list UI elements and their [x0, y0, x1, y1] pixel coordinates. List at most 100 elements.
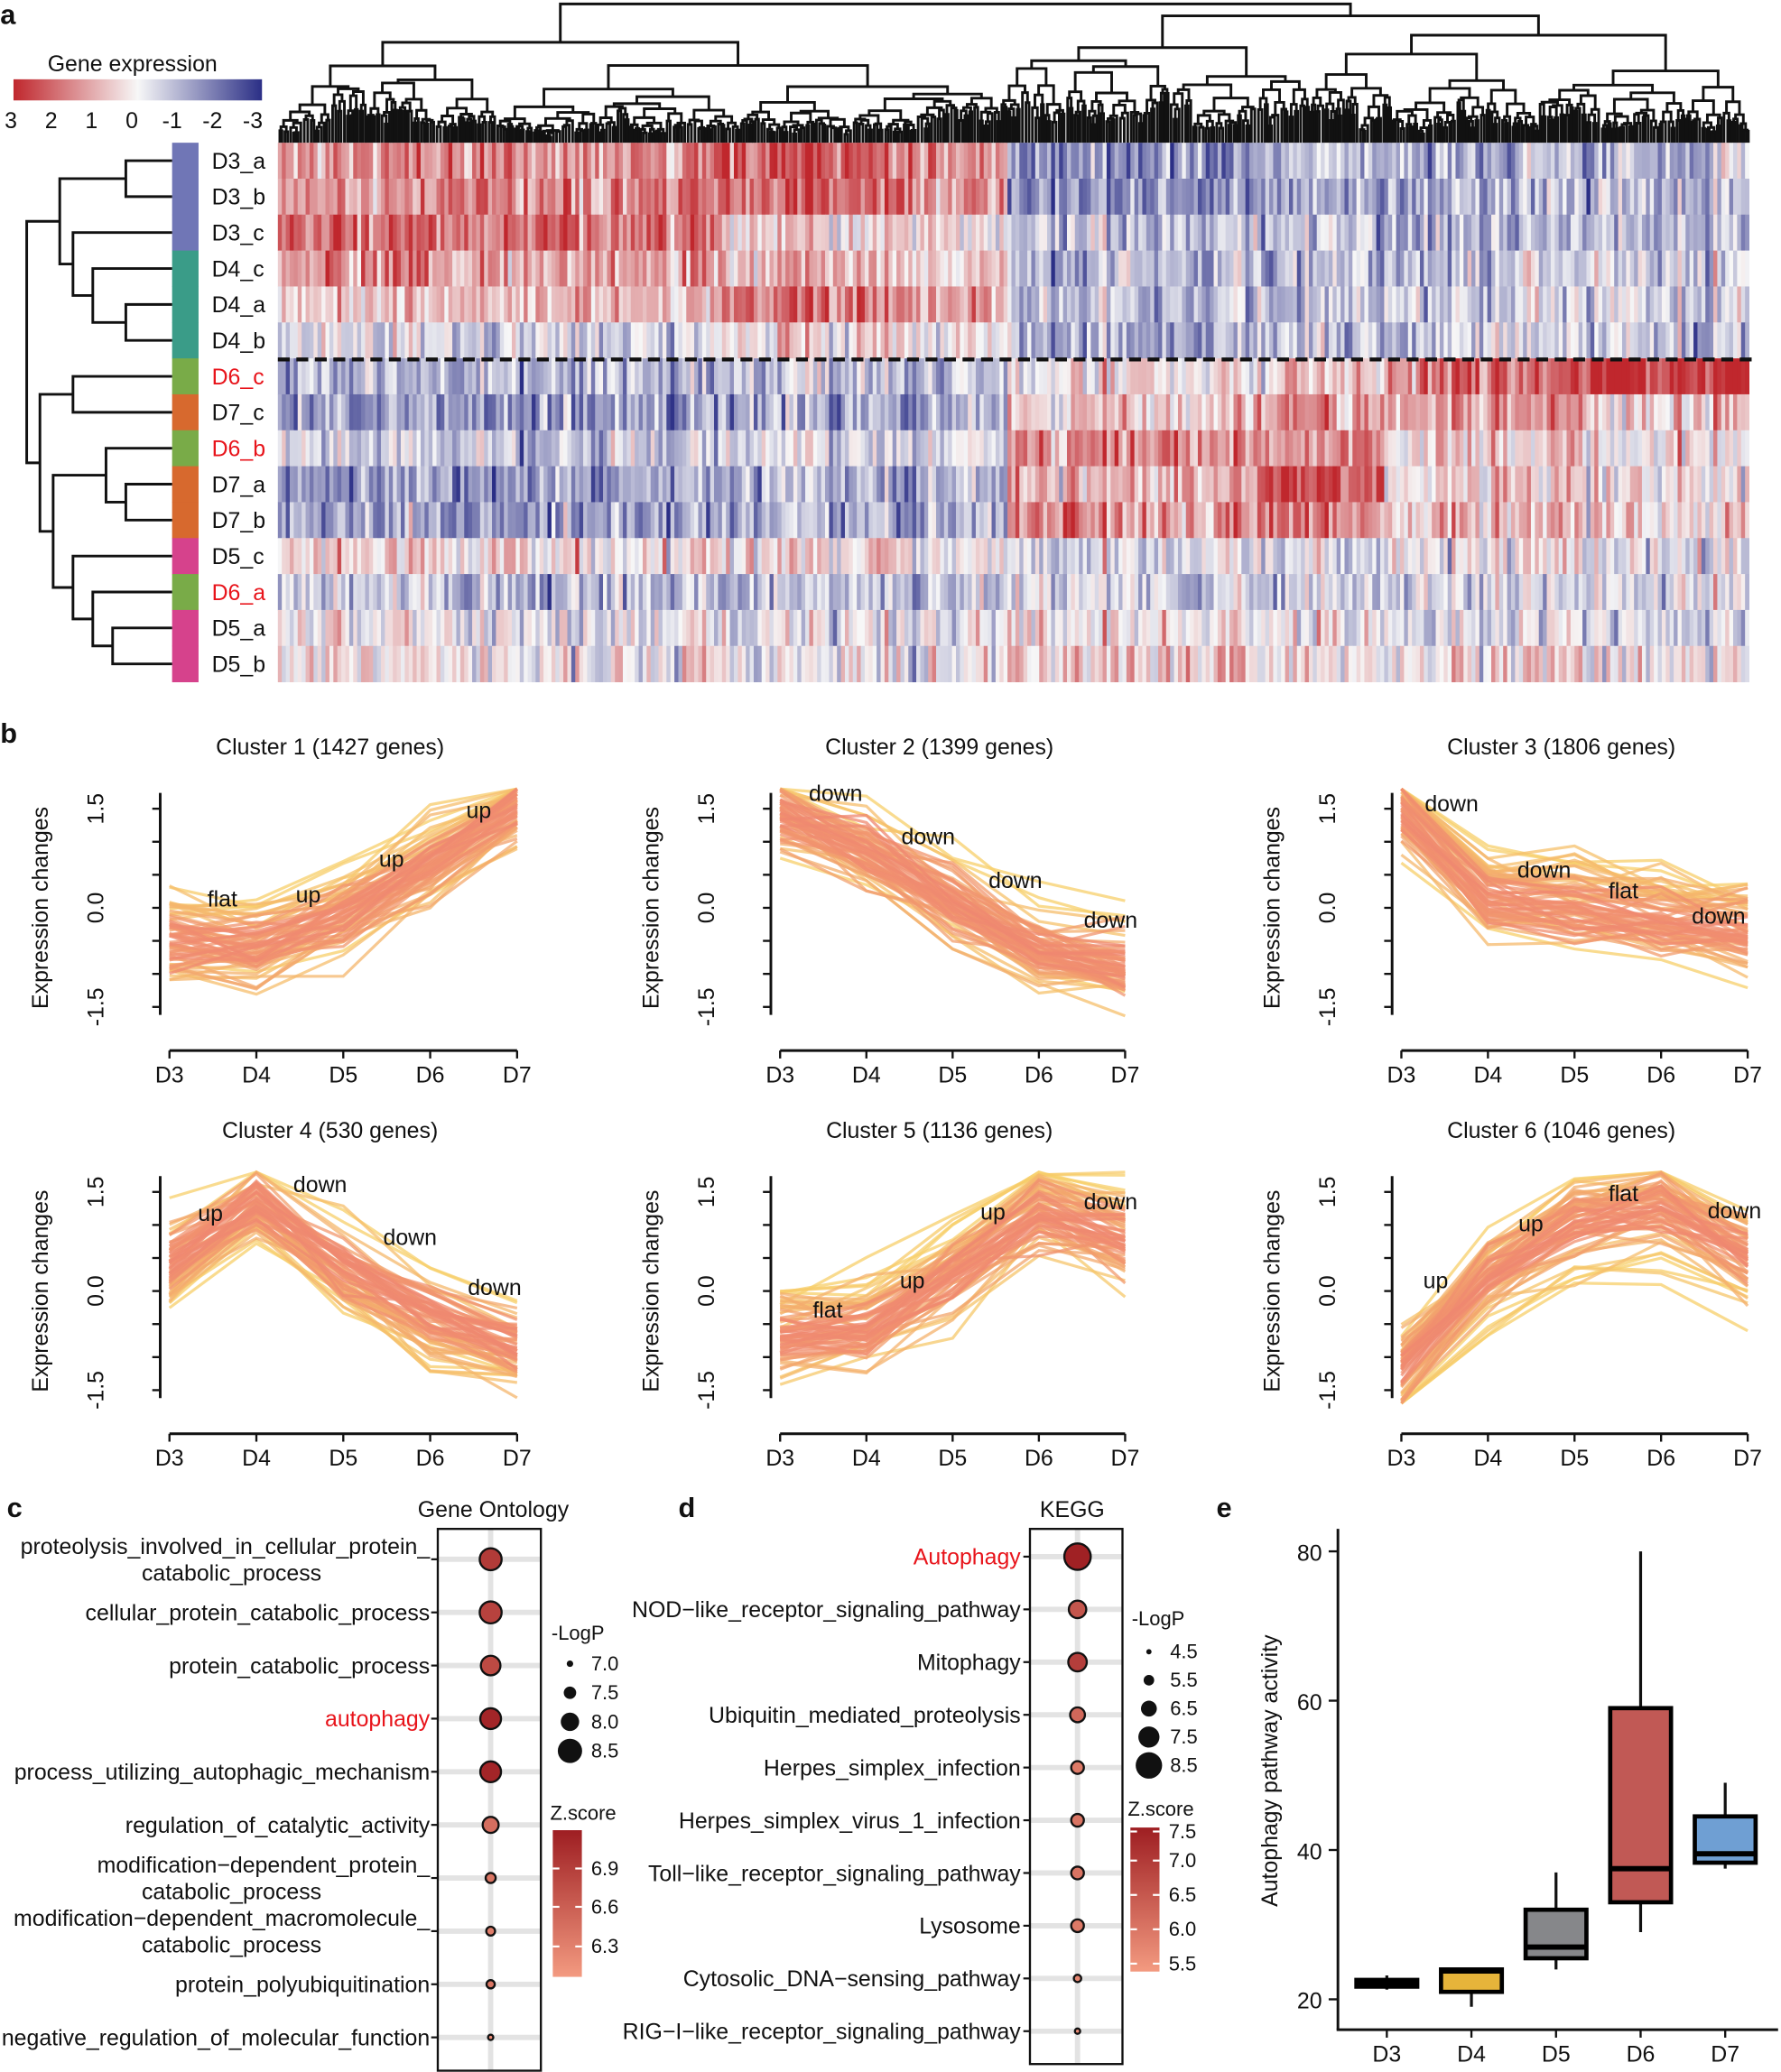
heatmap-cell — [1221, 502, 1227, 539]
heatmap-cell — [1249, 466, 1254, 503]
heatmap-cell — [587, 466, 592, 503]
heatmap-cell — [408, 502, 413, 539]
heatmap-cell — [1614, 358, 1619, 395]
heatmap-cell — [686, 466, 691, 503]
heatmap-cell — [960, 214, 965, 252]
heatmap-cell — [1066, 538, 1071, 575]
heatmap-cell — [1205, 393, 1211, 431]
heatmap-cell — [472, 214, 477, 252]
heatmap-cell — [1321, 466, 1325, 503]
heatmap-cell — [479, 609, 485, 647]
heatmap-cell — [737, 466, 743, 503]
heatmap-cell — [912, 430, 917, 467]
heatmap-cell — [932, 322, 937, 359]
heatmap-cell — [817, 430, 822, 467]
heatmap-cell — [1253, 358, 1258, 395]
heatmap-cell — [1452, 430, 1456, 467]
heatmap-cell — [1082, 430, 1088, 467]
heatmap-cell — [761, 538, 766, 575]
heatmap-cell — [1162, 250, 1167, 287]
heatmap-cell — [622, 430, 627, 467]
heatmap-cell — [1019, 250, 1025, 287]
heatmap-cell — [1356, 214, 1361, 252]
heatmap-cell — [618, 214, 624, 252]
heatmap-cell — [805, 250, 810, 287]
heatmap-cell — [393, 609, 398, 647]
heatmap-cell — [630, 178, 635, 216]
heatmap-cell — [527, 538, 533, 575]
heatmap-cell — [496, 358, 501, 395]
heatmap-cell — [1626, 143, 1631, 180]
heatmap-cell — [1399, 214, 1405, 252]
heatmap-cell — [1213, 214, 1219, 252]
heatmap-cell — [721, 214, 727, 252]
heatmap-cell — [1550, 214, 1555, 252]
heatmap-cell — [551, 250, 556, 287]
heatmap-cell — [539, 466, 544, 503]
heatmap-cell — [789, 214, 794, 252]
heatmap-cell — [1229, 322, 1234, 359]
heatmap-cell — [789, 178, 794, 216]
heatmap-cell — [1415, 178, 1421, 216]
heatmap-cell — [1257, 143, 1262, 180]
heatmap-cell — [825, 358, 830, 395]
heatmap-cell — [1674, 214, 1678, 252]
heatmap-cell — [1352, 574, 1358, 611]
heatmap-cell — [329, 358, 334, 395]
heatmap-cell — [1304, 538, 1310, 575]
heatmap-cell — [1094, 574, 1099, 611]
heatmap-cell — [983, 502, 988, 539]
heatmap-cell — [991, 574, 997, 611]
heatmap-cell — [535, 393, 541, 431]
heatmap-cell — [539, 250, 544, 287]
heatmap-cell — [305, 214, 311, 252]
heatmap-cell — [1217, 502, 1222, 539]
heatmap-cell — [1661, 502, 1666, 539]
heatmap-cell — [337, 502, 342, 539]
heatmap-cell — [1261, 286, 1266, 323]
heatmap-cell — [416, 466, 422, 503]
heatmap-cell — [1530, 143, 1535, 180]
heatmap-cell — [900, 430, 905, 467]
heatmap-cell — [1594, 250, 1600, 287]
heatmap-cell — [440, 358, 445, 395]
heatmap-cell — [1637, 466, 1643, 503]
heatmap-cell — [1229, 358, 1234, 395]
heatmap-cell — [1134, 143, 1139, 180]
heatmap-cell — [1205, 574, 1211, 611]
heatmap-cell — [1412, 466, 1416, 503]
heatmap-cell — [587, 430, 592, 467]
heatmap-cell — [837, 466, 842, 503]
heatmap-cell — [1554, 250, 1560, 287]
heatmap-cell — [809, 502, 814, 539]
heatmap-cell — [1376, 574, 1381, 611]
heatmap-cell — [1495, 286, 1500, 323]
heatmap-cell — [444, 574, 450, 611]
heatmap-cell — [948, 214, 953, 252]
heatmap-cell — [321, 538, 326, 575]
heatmap-cell — [686, 609, 691, 647]
heatmap-cell — [1182, 430, 1187, 467]
heatmap-cell — [420, 178, 425, 216]
heatmap-cell — [1134, 250, 1139, 287]
heatmap-cell — [1475, 430, 1480, 467]
heatmap-cell — [615, 250, 620, 287]
heatmap-cell — [1713, 286, 1718, 323]
heatmap-cell — [991, 502, 997, 539]
heatmap-cell — [757, 430, 763, 467]
heatmap-cell — [1452, 466, 1456, 503]
heatmap-cell — [1110, 538, 1116, 575]
heatmap-cell — [737, 538, 743, 575]
heatmap-cell — [1654, 393, 1658, 431]
heatmap-cell — [1455, 574, 1461, 611]
heatmap-cell — [1447, 502, 1452, 539]
heatmap-cell — [570, 393, 576, 431]
heatmap-cell — [563, 322, 568, 359]
heatmap-cell — [983, 178, 988, 216]
heatmap-cell — [1721, 538, 1726, 575]
heatmap-cell — [1713, 466, 1718, 503]
heatmap-cell — [341, 143, 346, 180]
heatmap-cell — [1717, 574, 1722, 611]
heatmap-cell — [1094, 393, 1099, 431]
heatmap-cell — [733, 322, 738, 359]
